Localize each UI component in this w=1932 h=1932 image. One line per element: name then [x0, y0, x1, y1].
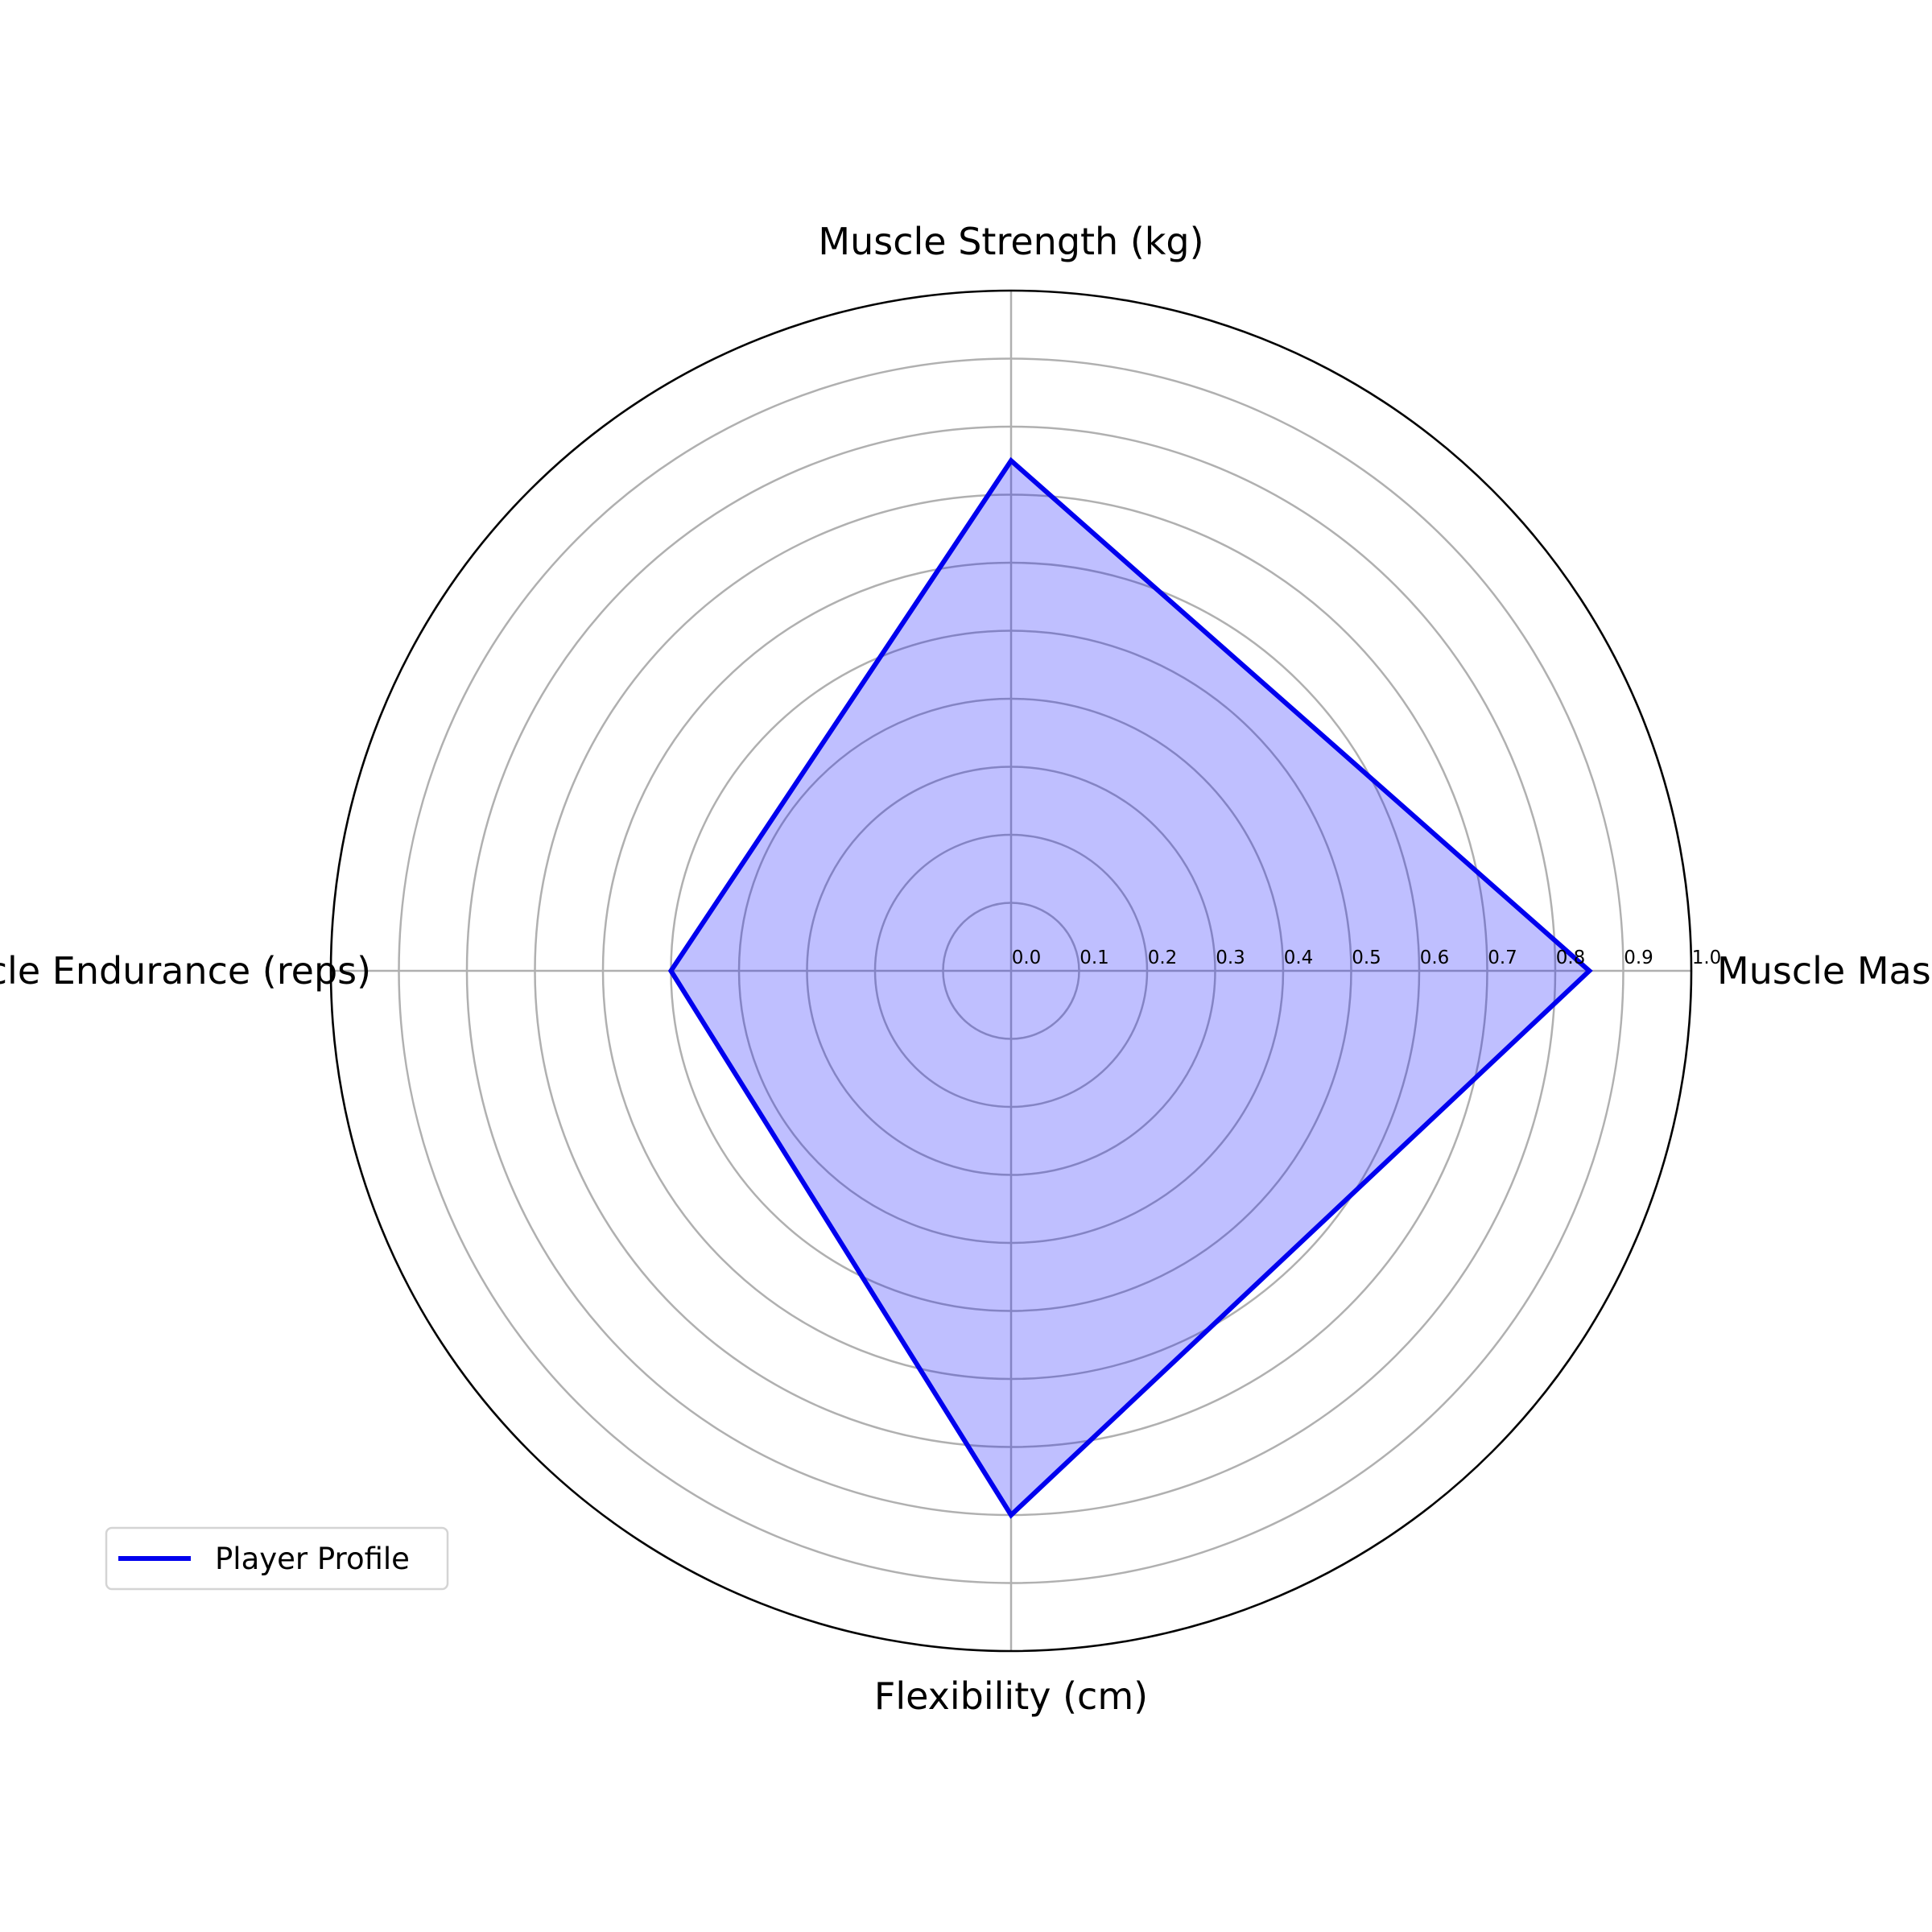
r-tick-label-7: 0.7 [1488, 947, 1517, 968]
axis-label-2: Muscle Endurance (reps) [0, 949, 371, 993]
legend-label-0: Player Profile [215, 1542, 410, 1576]
r-tick-label-8: 0.8 [1556, 947, 1586, 968]
series-layer [667, 456, 1593, 1519]
r-tick-label-5: 0.5 [1352, 947, 1381, 968]
outer-frame [329, 289, 1693, 1653]
series-area-0 [671, 460, 1590, 1515]
r-tick-label-2: 0.2 [1148, 947, 1178, 968]
legend-box [105, 1526, 449, 1591]
r-tick-label-10: 1.0 [1692, 947, 1722, 968]
axis-labels: Muscle Mass (kg) Muscle Strength (kg) Musc… [0, 220, 1932, 1718]
r-tick-label-0: 0.0 [1012, 947, 1042, 968]
axis-label-3: Flexibility (cm) [874, 1674, 1148, 1718]
r-tick-label-6: 0.6 [1420, 947, 1450, 968]
polar-frame [329, 289, 1693, 1653]
legend: Player Profile [105, 1526, 449, 1591]
r-tick-label-9: 0.9 [1624, 947, 1653, 968]
axis-label-1: Muscle Strength (kg) [818, 220, 1203, 263]
radial-tick-labels: 0.0 0.1 0.2 0.3 0.4 0.5 0.6 0.7 0.8 0.9 1.0 [1012, 947, 1722, 968]
r-tick-label-4: 0.4 [1284, 947, 1314, 968]
axis-label-0: Muscle Mass (kg) [1717, 949, 1932, 993]
r-tick-label-3: 0.3 [1216, 947, 1245, 968]
r-tick-label-1: 0.1 [1080, 947, 1109, 968]
